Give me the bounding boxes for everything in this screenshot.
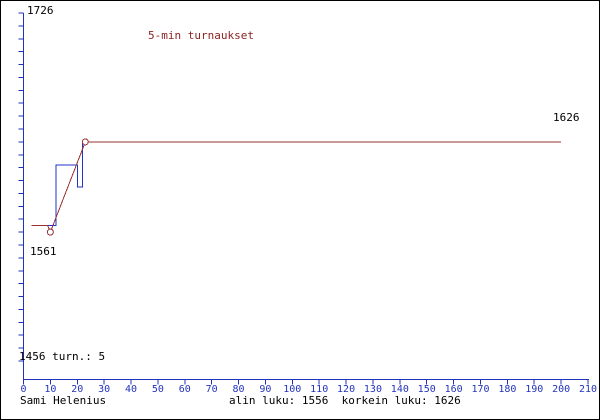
- x-tick-label: 200: [552, 384, 570, 395]
- x-tick-label: 50: [152, 384, 164, 395]
- final-rating-label: 1626: [553, 111, 580, 124]
- y-axis-top-label: 1726: [27, 4, 54, 17]
- x-tick-label: 20: [71, 384, 83, 395]
- start-rating-label: 1561: [30, 245, 57, 258]
- x-tick-label: 120: [337, 384, 355, 395]
- per-game-rating-line: [31, 141, 562, 227]
- player-name: Sami Helenius: [20, 394, 107, 407]
- x-tick-label: 130: [364, 384, 382, 395]
- x-tick-label: 190: [525, 384, 543, 395]
- x-tick-label: 110: [310, 384, 328, 395]
- tournament-trend-line: [31, 141, 562, 234]
- x-tick-label: 60: [179, 384, 191, 395]
- y-axis-bottom-label: 1456 turn.: 5: [19, 350, 106, 363]
- x-tick-label: 30: [98, 384, 110, 395]
- x-tick-label: 170: [471, 384, 489, 395]
- x-tick-label: 150: [418, 384, 436, 395]
- x-tick-label: 0: [20, 384, 26, 395]
- x-tick-label: 70: [206, 384, 218, 395]
- x-tick-label: 100: [283, 384, 301, 395]
- chart-title: 5-min turnaukset: [148, 29, 254, 42]
- x-tick-label: 180: [498, 384, 516, 395]
- x-tick-label: 160: [445, 384, 463, 395]
- x-tick-label: 90: [259, 384, 271, 395]
- x-tick-label: 80: [233, 384, 245, 395]
- x-tick-label: 10: [44, 384, 56, 395]
- tournament-trend-marker: [46, 228, 54, 236]
- x-tick-label: 210: [579, 384, 597, 395]
- x-tick-label: 140: [391, 384, 409, 395]
- tournament-trend-marker: [81, 138, 89, 146]
- x-tick-label: 40: [125, 384, 137, 395]
- rating-stats: alin luku: 1556 korkein luku: 1626: [229, 394, 461, 407]
